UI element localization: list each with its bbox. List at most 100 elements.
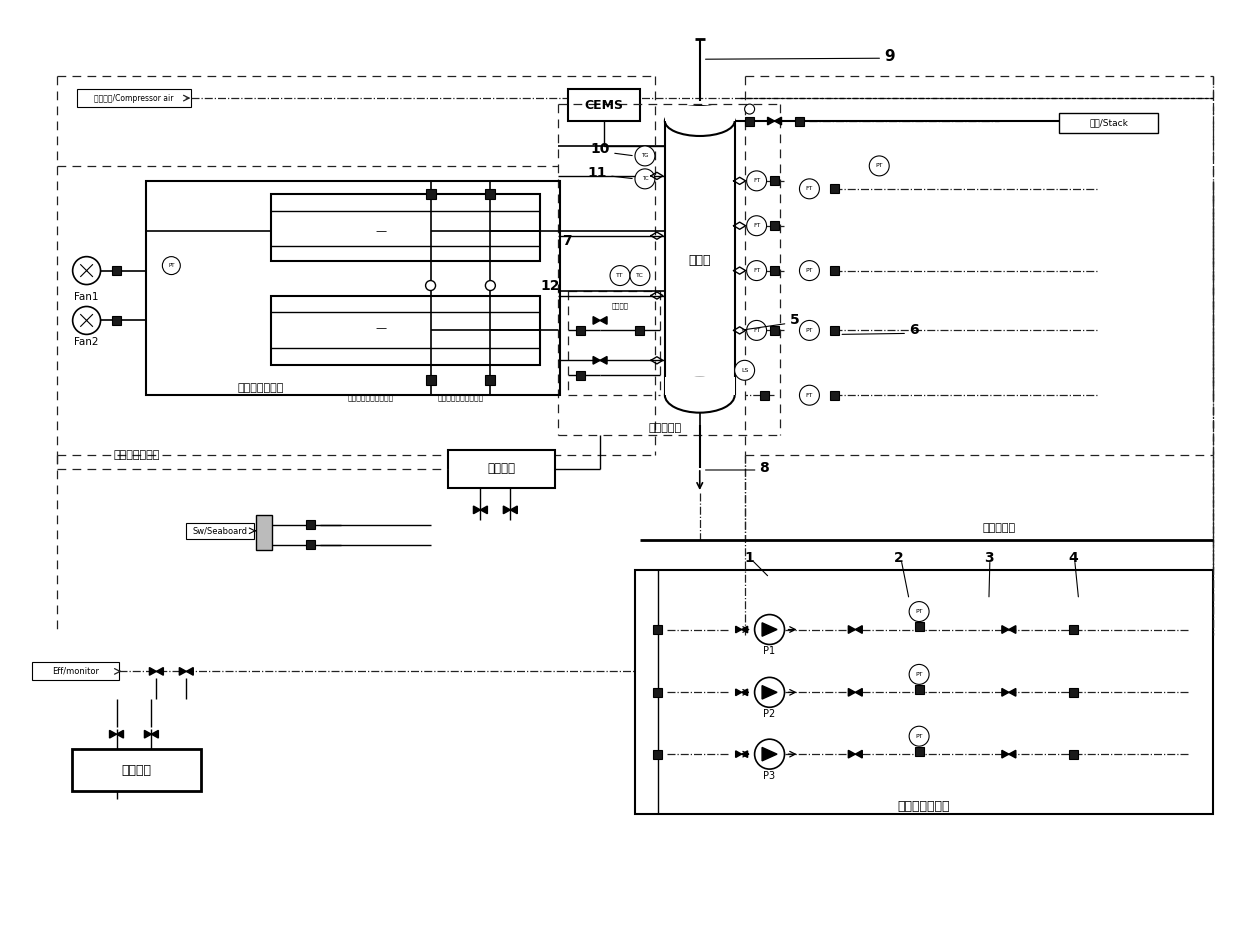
Text: FT: FT: [753, 179, 760, 183]
Circle shape: [73, 307, 100, 335]
Ellipse shape: [665, 106, 734, 136]
Polygon shape: [156, 668, 164, 675]
Bar: [830, 326, 838, 335]
Bar: [770, 222, 779, 230]
Text: 9: 9: [884, 49, 895, 64]
Ellipse shape: [665, 378, 734, 412]
Polygon shape: [186, 668, 193, 675]
Text: FT: FT: [753, 268, 760, 273]
Bar: [830, 391, 838, 399]
Text: 密封防倒流模块: 密封防倒流模块: [113, 450, 160, 460]
Circle shape: [746, 321, 766, 340]
Bar: [830, 266, 838, 275]
Bar: [915, 684, 924, 694]
Bar: [272, 194, 541, 261]
Polygon shape: [768, 117, 775, 125]
Text: 3: 3: [985, 551, 993, 565]
Text: —: —: [376, 225, 387, 236]
Bar: [1069, 688, 1078, 697]
Polygon shape: [742, 689, 748, 696]
Circle shape: [635, 146, 655, 165]
Circle shape: [73, 256, 100, 284]
Bar: [257, 515, 272, 550]
Text: 备存主机柴油机排气管: 备存主机柴油机排气管: [438, 394, 484, 403]
Bar: [425, 375, 435, 385]
Polygon shape: [856, 626, 862, 633]
Bar: [448, 450, 556, 488]
Bar: [72, 749, 201, 791]
Text: 水压调节: 水压调节: [611, 302, 629, 309]
Bar: [770, 177, 779, 185]
Circle shape: [909, 601, 929, 622]
Circle shape: [746, 216, 766, 236]
Bar: [1069, 625, 1078, 634]
Text: Sw/Seaboard: Sw/Seaboard: [192, 526, 248, 536]
Bar: [653, 688, 662, 697]
Text: P2: P2: [764, 710, 776, 719]
Bar: [272, 295, 541, 366]
Text: TT: TT: [616, 273, 624, 278]
Bar: [575, 326, 584, 335]
Polygon shape: [593, 356, 600, 364]
Circle shape: [800, 321, 820, 340]
Bar: [77, 89, 191, 108]
Text: TC: TC: [641, 177, 649, 181]
Bar: [306, 540, 315, 549]
Polygon shape: [856, 750, 862, 758]
Bar: [915, 747, 924, 755]
Circle shape: [630, 266, 650, 285]
Text: TG: TG: [641, 153, 649, 158]
Text: 11: 11: [588, 165, 608, 180]
Polygon shape: [511, 506, 517, 513]
Text: FT: FT: [806, 186, 813, 192]
Text: 水质分析: 水质分析: [487, 463, 516, 476]
Text: PT: PT: [915, 734, 923, 739]
Bar: [635, 569, 1213, 814]
Text: 密封防倒流模块: 密封防倒流模块: [238, 383, 284, 394]
Polygon shape: [600, 317, 608, 324]
Polygon shape: [742, 751, 748, 757]
Text: PT: PT: [915, 609, 923, 614]
Polygon shape: [1002, 750, 1009, 758]
Polygon shape: [1002, 688, 1009, 697]
Polygon shape: [1009, 750, 1016, 758]
Bar: [306, 521, 315, 529]
Text: Fan2: Fan2: [74, 338, 99, 348]
Bar: [653, 625, 662, 634]
Text: 12: 12: [541, 279, 560, 293]
Polygon shape: [180, 668, 186, 675]
Text: 备有辅机柴油机排气管: 备有辅机柴油机排气管: [347, 394, 394, 403]
Circle shape: [909, 665, 929, 684]
Polygon shape: [149, 668, 156, 675]
Circle shape: [635, 169, 655, 189]
Polygon shape: [1009, 688, 1016, 697]
Text: P3: P3: [764, 771, 775, 781]
Circle shape: [485, 280, 495, 291]
Circle shape: [755, 740, 785, 770]
Text: 4: 4: [1069, 551, 1079, 565]
Text: TC: TC: [636, 273, 644, 278]
Bar: [1059, 113, 1158, 133]
Polygon shape: [480, 506, 487, 513]
Polygon shape: [848, 750, 856, 758]
Polygon shape: [775, 117, 781, 125]
Text: PT: PT: [169, 263, 175, 268]
Bar: [32, 662, 119, 681]
Text: LS: LS: [742, 367, 748, 373]
Polygon shape: [474, 506, 480, 513]
Circle shape: [745, 104, 755, 114]
Text: 7: 7: [562, 234, 572, 248]
Bar: [485, 189, 495, 199]
Bar: [575, 371, 584, 380]
Text: FT: FT: [806, 393, 813, 397]
Bar: [1069, 750, 1078, 758]
Text: 水质分析: 水质分析: [122, 764, 151, 777]
Text: 海平面高度: 海平面高度: [982, 523, 1016, 533]
Bar: [665, 377, 734, 396]
Polygon shape: [735, 751, 742, 757]
Bar: [760, 391, 769, 399]
Polygon shape: [763, 747, 777, 761]
Polygon shape: [735, 689, 742, 696]
Text: 10: 10: [590, 142, 610, 156]
Circle shape: [610, 266, 630, 285]
